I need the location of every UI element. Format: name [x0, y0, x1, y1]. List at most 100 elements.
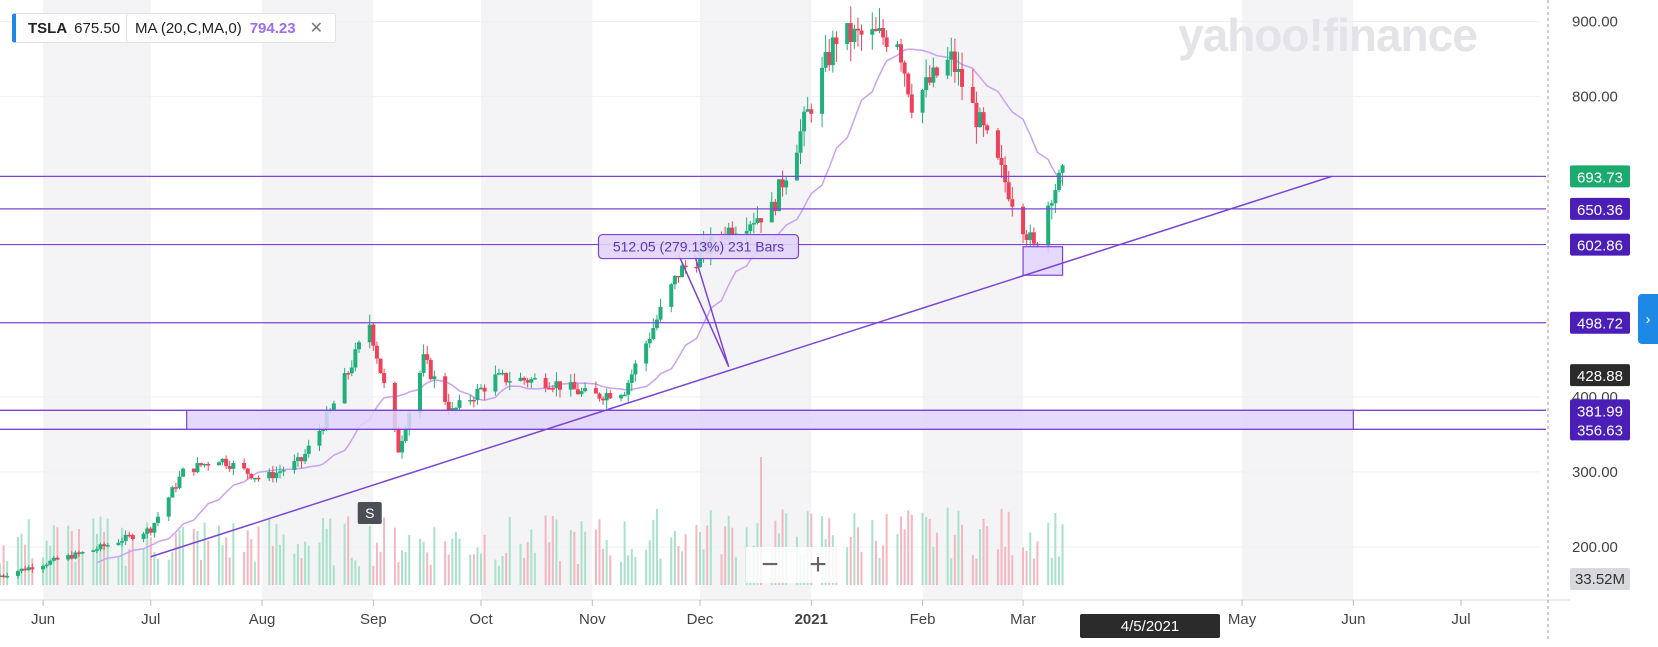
zoom-in-button[interactable]: +: [809, 548, 827, 581]
volume-bar: [217, 525, 220, 585]
x-tick-label: Sep: [360, 611, 387, 628]
candle-body: [400, 441, 405, 453]
candle-body: [453, 407, 458, 410]
volume-bar: [652, 519, 655, 585]
price-label-box: [1570, 399, 1630, 422]
candle-body: [66, 555, 71, 560]
volume-bar: [846, 547, 849, 585]
candle-body: [0, 575, 2, 578]
chevron-right-icon: ›: [1645, 310, 1651, 328]
candle-body: [920, 90, 925, 113]
candle-body: [44, 564, 49, 567]
volume-bar: [860, 551, 863, 585]
candle-body: [568, 382, 573, 390]
volume-bar: [627, 555, 630, 585]
candle-body: [633, 363, 638, 375]
volume-bar: [149, 537, 152, 585]
candle-body: [1046, 205, 1051, 246]
candle-body: [496, 373, 501, 375]
expand-panel-button[interactable]: ›: [1638, 294, 1658, 344]
volume-bar: [856, 527, 859, 585]
candle-body: [378, 358, 383, 374]
volume-bar: [347, 516, 350, 585]
candle-body: [848, 23, 853, 43]
candle-body: [120, 541, 125, 543]
volume-bar: [429, 564, 432, 585]
volume-bar: [221, 545, 224, 585]
candle-body: [1031, 232, 1036, 244]
split-marker-label: S: [365, 505, 374, 521]
zoom-out-button[interactable]: −: [761, 548, 779, 581]
volume-bar: [250, 539, 253, 585]
volume-bar: [871, 519, 874, 585]
candle-body: [759, 218, 764, 223]
price-label-box: [1570, 364, 1630, 387]
volume-bar: [885, 514, 888, 585]
indicator-chip[interactable]: MA (20,C,MA,0) 794.23 ✕: [126, 13, 336, 43]
close-icon[interactable]: ✕: [309, 20, 323, 37]
volume-bar: [950, 558, 953, 585]
candle-body: [98, 544, 103, 550]
volume-bar: [1022, 547, 1025, 585]
candle-body: [572, 382, 577, 390]
candle-body: [227, 466, 232, 469]
candle-body: [924, 77, 929, 91]
volume-bar: [451, 538, 454, 585]
volume-bar: [458, 538, 461, 585]
candle-body: [593, 388, 598, 394]
candle-body: [267, 471, 272, 479]
candle-body: [805, 109, 810, 112]
volume-bar: [408, 534, 411, 585]
volume-bar: [95, 533, 98, 585]
volume-bar: [196, 531, 199, 585]
volume-bar: [910, 514, 913, 585]
volume-bar: [996, 549, 999, 585]
volume-bar: [1061, 524, 1064, 585]
candle-body: [382, 373, 387, 383]
volume-bar: [124, 565, 127, 585]
volume-bar: [548, 542, 551, 585]
ticker-chip[interactable]: TSLA 675.50: [12, 13, 132, 43]
volume-bar: [174, 533, 177, 585]
candle-body: [884, 37, 889, 47]
volume-bar: [203, 522, 206, 585]
volume-bar: [494, 559, 497, 585]
x-tick-label: Nov: [579, 611, 606, 628]
x-tick-label: Jul: [1451, 611, 1470, 628]
candle-body: [371, 324, 376, 346]
volume-bar: [731, 527, 734, 585]
candle-body: [773, 201, 778, 212]
candle-body: [468, 400, 473, 402]
month-band: [700, 0, 812, 600]
x-tick-label: Aug: [249, 611, 276, 628]
candle-body: [1, 575, 6, 578]
candle-body: [231, 462, 236, 469]
candle-body: [985, 125, 990, 131]
candle-body: [195, 463, 200, 473]
candle-body: [396, 428, 401, 453]
x-tick-label: Feb: [910, 611, 936, 628]
candle-body: [51, 557, 56, 561]
volume-bar: [45, 540, 48, 585]
candle-body: [906, 73, 911, 95]
volume-bar: [979, 528, 981, 585]
candle-body: [855, 28, 860, 31]
volume-bar: [322, 517, 325, 585]
yahoo-finance-logo: yahoo!finance: [1178, 9, 1478, 61]
split-marker: [357, 502, 382, 524]
volume-bar: [648, 540, 651, 585]
candle-body: [353, 349, 358, 368]
candle-body: [1060, 165, 1065, 173]
volume-bar: [1000, 508, 1003, 585]
volume-bar: [530, 529, 533, 585]
candle-body: [748, 224, 753, 232]
volume-bar: [878, 558, 881, 585]
candle-body: [116, 542, 121, 546]
candle-body: [654, 319, 659, 328]
volume-bar: [207, 540, 210, 585]
volume-bar: [900, 516, 903, 585]
candle-body: [374, 345, 379, 359]
volume-bar: [268, 518, 271, 585]
